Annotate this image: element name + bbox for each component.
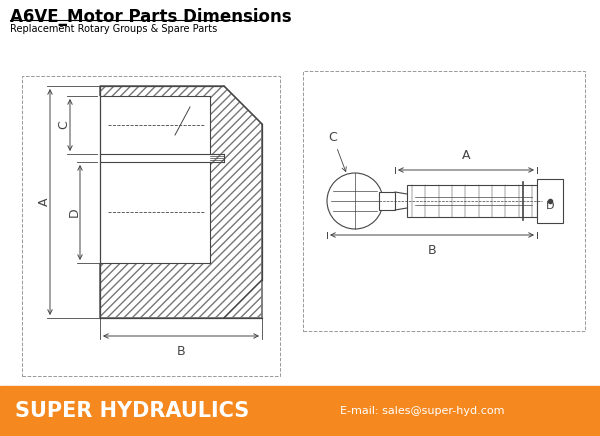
Bar	[98, 162, 210, 263]
Text: B: B	[428, 244, 436, 257]
Text: A: A	[462, 149, 470, 162]
Text: D: D	[67, 208, 80, 217]
Bar	[407, 185, 537, 217]
Bar	[303, 71, 585, 331]
Bar	[98, 154, 212, 162]
Polygon shape	[100, 86, 262, 318]
Text: SUPER HYDRAULICS: SUPER HYDRAULICS	[15, 401, 249, 421]
Text: B: B	[176, 345, 185, 358]
Bar	[22, 76, 280, 376]
Bar	[0, 386, 600, 436]
Bar	[98, 96, 210, 154]
Text: C: C	[58, 121, 71, 129]
Text: A6VE_Motor Parts Dimensions: A6VE_Motor Parts Dimensions	[10, 8, 292, 26]
Bar	[379, 192, 395, 210]
Text: A: A	[37, 198, 50, 206]
Bar	[537, 179, 563, 223]
Text: D: D	[546, 201, 554, 211]
Text: E-mail: sales@super-hyd.com: E-mail: sales@super-hyd.com	[340, 406, 505, 416]
Circle shape	[327, 173, 383, 229]
Text: C: C	[329, 131, 346, 171]
Text: Replacement Rotary Groups & Spare Parts: Replacement Rotary Groups & Spare Parts	[10, 24, 217, 34]
